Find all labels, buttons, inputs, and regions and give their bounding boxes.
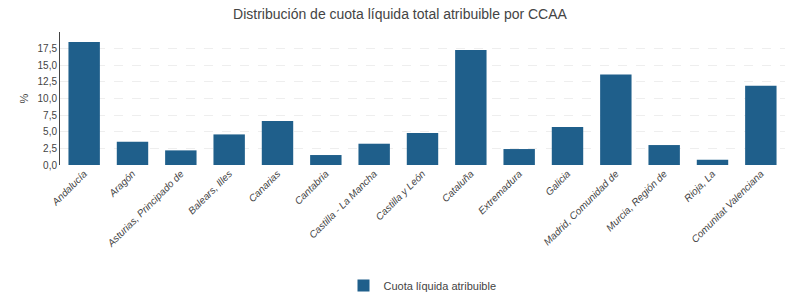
svg-text:Comunitat Valenciana: Comunitat Valenciana xyxy=(689,168,766,245)
svg-text:Balears, Illes: Balears, Illes xyxy=(186,168,234,216)
svg-text:Aragón: Aragón xyxy=(106,168,138,200)
svg-text:Castilla y León: Castilla y León xyxy=(373,168,427,222)
svg-text:Andalucía: Andalucía xyxy=(49,168,89,208)
svg-text:5,0: 5,0 xyxy=(43,126,57,137)
svg-text:Castilla - La Mancha: Castilla - La Mancha xyxy=(307,168,380,241)
svg-text:15,0: 15,0 xyxy=(38,60,58,71)
svg-text:Distribución de cuota líquida: Distribución de cuota líquida total atri… xyxy=(233,6,568,22)
svg-text:10,0: 10,0 xyxy=(38,93,58,104)
svg-text:12,5: 12,5 xyxy=(38,76,58,87)
svg-text:Extremadura: Extremadura xyxy=(476,168,525,217)
svg-text:2,5: 2,5 xyxy=(43,143,57,154)
svg-text:Asturias, Principado de: Asturias, Principado de xyxy=(105,168,187,250)
svg-text:%: % xyxy=(18,93,30,103)
svg-text:Cataluña: Cataluña xyxy=(440,168,476,204)
svg-text:Murcia, Región de: Murcia, Región de xyxy=(604,168,669,233)
svg-text:Canarias: Canarias xyxy=(246,168,282,204)
svg-text:17,5: 17,5 xyxy=(38,43,58,54)
svg-text:Galicia: Galicia xyxy=(543,168,573,198)
svg-text:7,5: 7,5 xyxy=(43,110,57,121)
svg-text:Rioja, La: Rioja, La xyxy=(682,168,718,204)
svg-text:Cantabria: Cantabria xyxy=(292,168,331,207)
svg-text:Cuota líquida atribuible: Cuota líquida atribuible xyxy=(384,280,497,292)
svg-text:0,0: 0,0 xyxy=(43,160,57,171)
svg-text:Madrid, Comunidad de: Madrid, Comunidad de xyxy=(541,168,621,248)
